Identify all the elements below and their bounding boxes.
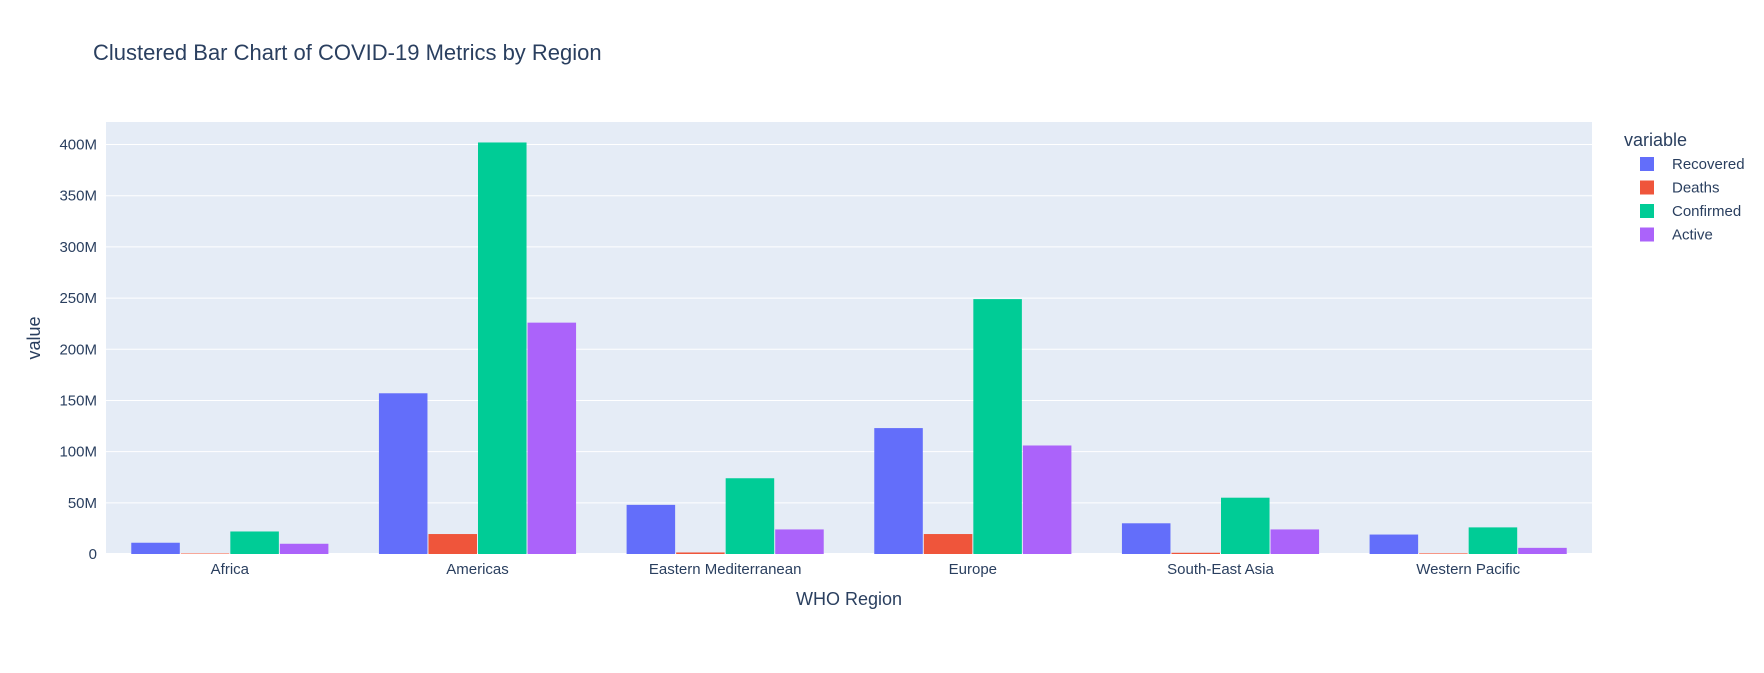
- bar-confirmed: [478, 142, 527, 554]
- legend-label[interactable]: Recovered: [1672, 156, 1745, 173]
- legend-label[interactable]: Deaths: [1672, 180, 1720, 197]
- bar-deaths: [428, 534, 477, 554]
- y-tick-label: 350M: [59, 188, 97, 205]
- bar-recovered: [1369, 534, 1419, 554]
- bar-active: [527, 322, 577, 554]
- legend-label[interactable]: Active: [1672, 227, 1713, 244]
- y-tick-label: 200M: [59, 341, 97, 358]
- y-axis-label: value: [24, 316, 44, 359]
- bar-confirmed: [230, 531, 279, 554]
- bar-recovered: [626, 504, 676, 554]
- bar-active: [1270, 529, 1320, 554]
- plot-area: [106, 122, 1592, 554]
- bar-deaths: [180, 553, 230, 554]
- y-tick-label: 400M: [59, 137, 97, 154]
- bar-active: [1022, 445, 1072, 554]
- y-tick-label: 0: [89, 546, 97, 563]
- bar-recovered: [1121, 523, 1171, 554]
- legend-swatch[interactable]: [1640, 204, 1654, 218]
- bar-confirmed: [973, 299, 1022, 554]
- legend-title: variable: [1624, 130, 1687, 150]
- bar-confirmed: [725, 478, 775, 554]
- legend: variable Recovered Deaths Confirmed Active: [1624, 130, 1745, 244]
- y-tick-label: 100M: [59, 444, 97, 461]
- y-axis-ticks: 0 50M 100M 150M 200M 250M 300M 350M 400M: [59, 137, 97, 563]
- bar-confirmed: [1468, 527, 1518, 554]
- x-tick-label: Eastern Mediterranean: [649, 561, 802, 578]
- chart-title: Clustered Bar Chart of COVID-19 Metrics …: [93, 40, 602, 65]
- bar-recovered: [378, 393, 428, 554]
- gridlines: [106, 144, 1592, 555]
- legend-swatch[interactable]: [1640, 227, 1654, 242]
- x-axis-label: WHO Region: [796, 589, 902, 609]
- y-tick-label: 300M: [59, 239, 97, 256]
- bars: [131, 142, 1567, 554]
- x-tick-label: South-East Asia: [1167, 561, 1274, 578]
- x-tick-label: Africa: [211, 561, 250, 578]
- bar-active: [775, 529, 824, 554]
- bar-confirmed: [1221, 497, 1270, 554]
- bar-active: [279, 543, 329, 554]
- y-tick-label: 150M: [59, 392, 97, 409]
- x-tick-label: Europe: [949, 561, 997, 578]
- legend-swatch[interactable]: [1640, 157, 1654, 171]
- y-tick-label: 50M: [68, 495, 97, 512]
- legend-label[interactable]: Confirmed: [1672, 203, 1741, 220]
- legend-swatch[interactable]: [1640, 180, 1654, 195]
- bar-deaths: [1419, 553, 1468, 554]
- bar-active: [1518, 547, 1567, 554]
- bar-deaths: [1171, 552, 1220, 554]
- x-tick-label: Americas: [446, 561, 509, 578]
- y-tick-label: 250M: [59, 290, 97, 307]
- bar-deaths: [676, 552, 725, 554]
- legend-items: Recovered Deaths Confirmed Active: [1640, 156, 1745, 244]
- x-tick-label: Western Pacific: [1416, 561, 1520, 578]
- bar-recovered: [874, 428, 923, 554]
- x-axis-ticks: Africa Americas Eastern Mediterranean Europ…: [211, 561, 1521, 578]
- bar-recovered: [131, 542, 180, 554]
- bar-deaths: [923, 534, 973, 554]
